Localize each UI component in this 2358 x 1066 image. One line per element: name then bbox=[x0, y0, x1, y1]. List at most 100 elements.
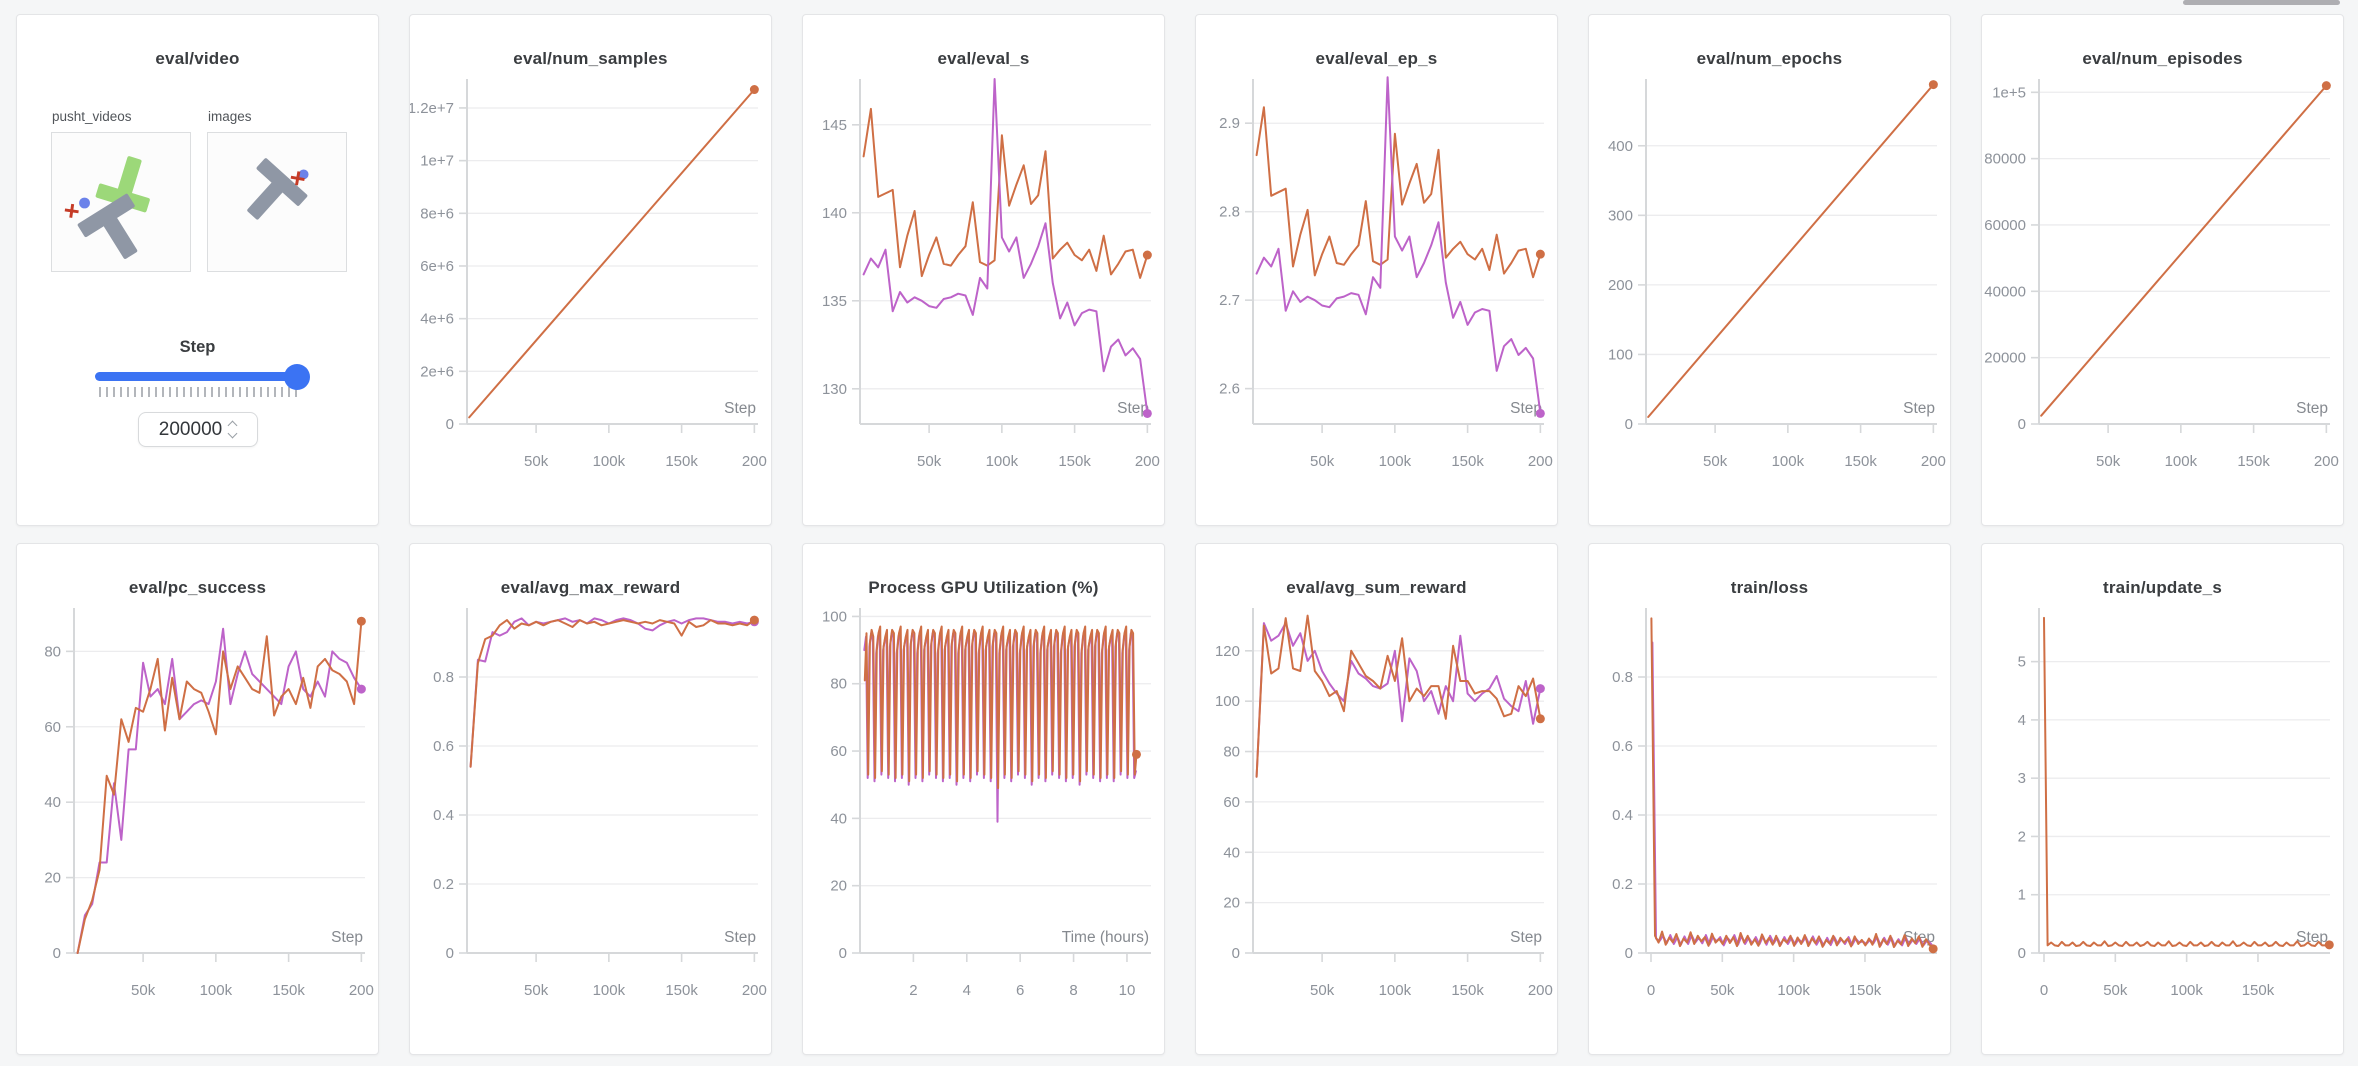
svg-text:100k: 100k bbox=[1777, 982, 1810, 999]
chart-plot[interactable]: 0 2e+6 4e+6 6e+6 8e+6 1e+7 1.2e+7 50k 100k 150k 20… bbox=[410, 69, 771, 503]
block-tee-icon bbox=[77, 193, 138, 259]
svg-text:0.6: 0.6 bbox=[1612, 738, 1633, 755]
svg-text:200: 200 bbox=[742, 453, 767, 470]
svg-text:200: 200 bbox=[1921, 453, 1946, 470]
chart-panel[interactable]: eval/num_episodes 0 20000 40000 60000 80000 1… bbox=[1981, 14, 2344, 526]
svg-text:150k: 150k bbox=[1058, 453, 1091, 470]
svg-text:0.2: 0.2 bbox=[1612, 876, 1633, 893]
purple-series-line bbox=[76, 627, 363, 954]
orange-series-line bbox=[76, 620, 363, 954]
slider-track[interactable] bbox=[94, 363, 310, 390]
svg-text:50k: 50k bbox=[917, 453, 942, 470]
chart-plot[interactable]: 0 20 40 60 80 100 120 50k 100k 150k 200 Step bbox=[1196, 598, 1557, 1032]
svg-text:200: 200 bbox=[349, 982, 374, 999]
svg-text:60: 60 bbox=[830, 743, 847, 760]
chart-panel[interactable]: eval/eval_s 130 135 140 145 50k 100k 150k 200 St… bbox=[802, 14, 1165, 526]
purple-end-dot bbox=[1535, 408, 1545, 418]
svg-text:40: 40 bbox=[1223, 844, 1240, 861]
purple-end-dot bbox=[356, 684, 366, 694]
svg-text:50k: 50k bbox=[1310, 453, 1335, 470]
svg-text:200: 200 bbox=[742, 982, 767, 999]
chart-plot[interactable]: 2.6 2.7 2.8 2.9 50k 100k 150k 200 Step bbox=[1196, 69, 1557, 503]
orange-series-line bbox=[2043, 616, 2331, 947]
chart-plot[interactable]: 0 0.2 0.4 0.6 0.8 50k 100k 150k 200 Step bbox=[410, 598, 771, 1032]
svg-text:20: 20 bbox=[44, 870, 61, 887]
step-slider[interactable] bbox=[94, 363, 310, 397]
chart-panel[interactable]: eval/num_samples 0 2e+6 4e+6 6e+6 8e+6 1e+7 1.… bbox=[409, 14, 772, 526]
block-tee-icon bbox=[247, 158, 308, 220]
svg-text:0: 0 bbox=[53, 945, 61, 962]
chart-plot[interactable]: 0 100 200 300 400 50k 100k 150k 200 Step bbox=[1589, 69, 1950, 503]
svg-text:50k: 50k bbox=[131, 982, 156, 999]
x-axis-label: Step bbox=[1903, 400, 1935, 417]
orange-end-dot bbox=[2321, 81, 2331, 91]
agent-dot-icon bbox=[79, 197, 90, 209]
svg-text:100k: 100k bbox=[593, 982, 626, 999]
slider-ticks bbox=[98, 387, 297, 397]
chart-plot[interactable]: 130 135 140 145 50k 100k 150k 200 Step bbox=[803, 69, 1164, 503]
svg-text:200: 200 bbox=[1528, 453, 1553, 470]
pusht-video-thumbnail[interactable] bbox=[51, 132, 191, 272]
chart-panel[interactable]: Process GPU Utilization (%) 0 20 40 60 80 100… bbox=[802, 543, 1165, 1055]
x-axis-label: Step bbox=[724, 929, 756, 946]
purple-series-line bbox=[862, 78, 1149, 415]
svg-text:2e+6: 2e+6 bbox=[420, 363, 454, 380]
media-label: pusht_videos bbox=[52, 109, 132, 124]
chart-panel[interactable]: eval/num_epochs 0 100 200 300 400 50k 100k 150k… bbox=[1588, 14, 1951, 526]
svg-text:50k: 50k bbox=[2096, 453, 2121, 470]
orange-series-line bbox=[1647, 83, 1935, 418]
chart-panel[interactable]: eval/avg_sum_reward 0 20 40 60 80 100 120 50k 10… bbox=[1195, 543, 1558, 1055]
chart-plot[interactable]: 0 20 40 60 80 100 2 4 6 8 10 Time (hours) bbox=[803, 598, 1164, 1032]
svg-text:1.2e+7: 1.2e+7 bbox=[410, 100, 454, 117]
chart-plot[interactable]: 0 20000 40000 60000 80000 1e+5 50k 100k 150k 200 S… bbox=[1982, 69, 2343, 503]
x-axis-label: Step bbox=[2296, 929, 2328, 946]
svg-text:0.8: 0.8 bbox=[433, 669, 454, 686]
svg-text:150k: 150k bbox=[1451, 453, 1484, 470]
svg-text:2.8: 2.8 bbox=[1219, 204, 1240, 221]
orange-end-dot bbox=[1535, 714, 1545, 724]
orange-series-line bbox=[468, 88, 756, 419]
svg-text:100k: 100k bbox=[1379, 982, 1412, 999]
purple-series-line bbox=[1255, 76, 1542, 415]
chart-title: train/loss bbox=[1730, 578, 1809, 597]
x-axis-label: Step bbox=[1510, 400, 1542, 417]
svg-text:200: 200 bbox=[1135, 453, 1160, 470]
svg-text:4: 4 bbox=[2018, 712, 2026, 729]
media-panel[interactable]: eval/video pusht_videos bbox=[16, 14, 379, 526]
svg-text:5: 5 bbox=[2018, 654, 2026, 671]
slider-handle[interactable] bbox=[283, 363, 310, 390]
chart-panel[interactable]: eval/eval_ep_s 2.6 2.7 2.8 2.9 50k 100k 150k 20… bbox=[1195, 14, 1558, 526]
chart-panel[interactable]: eval/pc_success 0 20 40 60 80 50k 100k 150k 200 S… bbox=[16, 543, 379, 1055]
scrollbar-thumb[interactable] bbox=[2183, 0, 2340, 5]
step-value-input[interactable]: 200000 bbox=[137, 412, 258, 447]
chart-plot[interactable]: 0 20 40 60 80 50k 100k 150k 200 Step bbox=[17, 598, 378, 1032]
svg-text:0: 0 bbox=[2018, 945, 2026, 962]
chart-panel[interactable]: train/update_s 0 1 2 3 4 5 0 50k 100k 150k Step bbox=[1981, 543, 2344, 1055]
media-item-pusht-videos[interactable]: pusht_videos bbox=[51, 109, 191, 272]
target-cross-icon bbox=[64, 203, 79, 218]
svg-text:200: 200 bbox=[2314, 453, 2339, 470]
chart-panel[interactable]: eval/avg_max_reward 0 0.2 0.4 0.6 0.8 50k 100k… bbox=[409, 543, 772, 1055]
svg-text:100: 100 bbox=[1608, 346, 1633, 363]
svg-text:1e+7: 1e+7 bbox=[420, 153, 454, 170]
orange-end-dot bbox=[2324, 940, 2334, 950]
svg-text:130: 130 bbox=[822, 381, 847, 398]
orange-series-line bbox=[469, 619, 756, 768]
image-thumbnail[interactable] bbox=[207, 132, 347, 272]
svg-text:150k: 150k bbox=[665, 982, 698, 999]
chart-title: eval/pc_success bbox=[128, 578, 267, 597]
svg-text:0.2: 0.2 bbox=[433, 876, 454, 893]
purple-series-line bbox=[469, 617, 756, 768]
stepper-arrows[interactable] bbox=[227, 420, 238, 439]
svg-text:2: 2 bbox=[2018, 828, 2026, 845]
svg-text:0: 0 bbox=[839, 945, 847, 962]
svg-text:0: 0 bbox=[2040, 982, 2048, 999]
orange-end-dot bbox=[1928, 944, 1938, 954]
media-item-images[interactable]: images bbox=[207, 109, 347, 272]
chart-panel[interactable]: train/loss 0 0.2 0.4 0.6 0.8 0 50k 100k 150k Step bbox=[1588, 543, 1951, 1055]
svg-text:0: 0 bbox=[446, 945, 454, 962]
chart-plot[interactable]: 0 1 2 3 4 5 0 50k 100k 150k Step bbox=[1982, 598, 2343, 1032]
chart-title: eval/avg_sum_reward bbox=[1286, 578, 1467, 597]
svg-text:60: 60 bbox=[44, 719, 61, 736]
